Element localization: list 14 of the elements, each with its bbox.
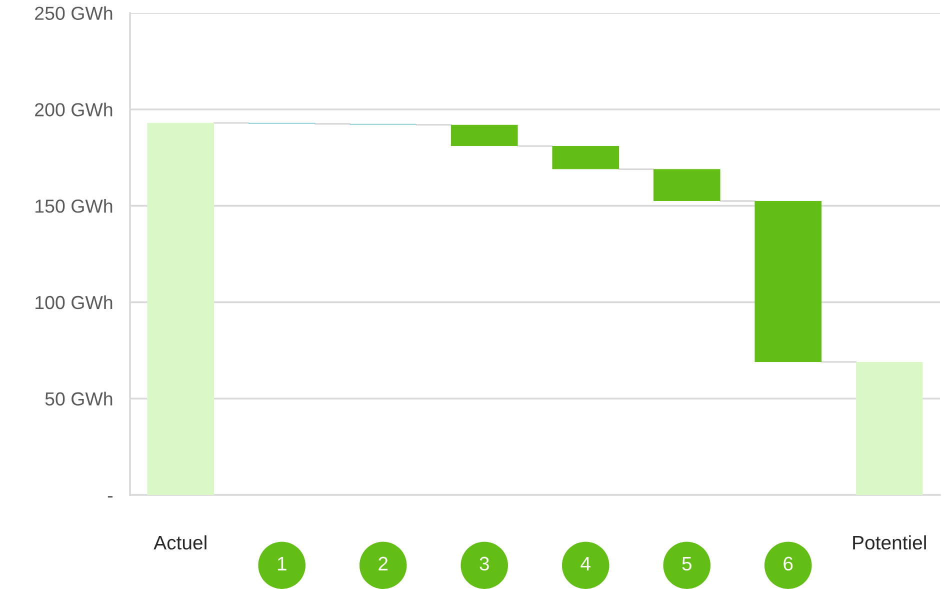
y-tick-label: 100 GWh: [36, 295, 112, 310]
y-tick-label: 200 GWh: [35, 102, 112, 116]
x-tick-label: 6: [784, 556, 793, 571]
y-tick-label: -: [108, 496, 112, 498]
x-tick-label: 1: [278, 556, 286, 570]
x-tick-label: Potentiel: [853, 535, 926, 550]
x-tick-label: 3: [480, 556, 489, 571]
y-tick-label: 50 GWh: [45, 392, 112, 406]
y-tick-label: 150 GWh: [36, 199, 112, 213]
x-tick-label: 2: [378, 556, 388, 570]
x-tick-label: 5: [682, 556, 692, 571]
x-tick-label: 4: [580, 556, 590, 570]
x-tick-label: Actuel: [154, 535, 206, 550]
y-tick-label: 250 GWh: [35, 6, 112, 20]
